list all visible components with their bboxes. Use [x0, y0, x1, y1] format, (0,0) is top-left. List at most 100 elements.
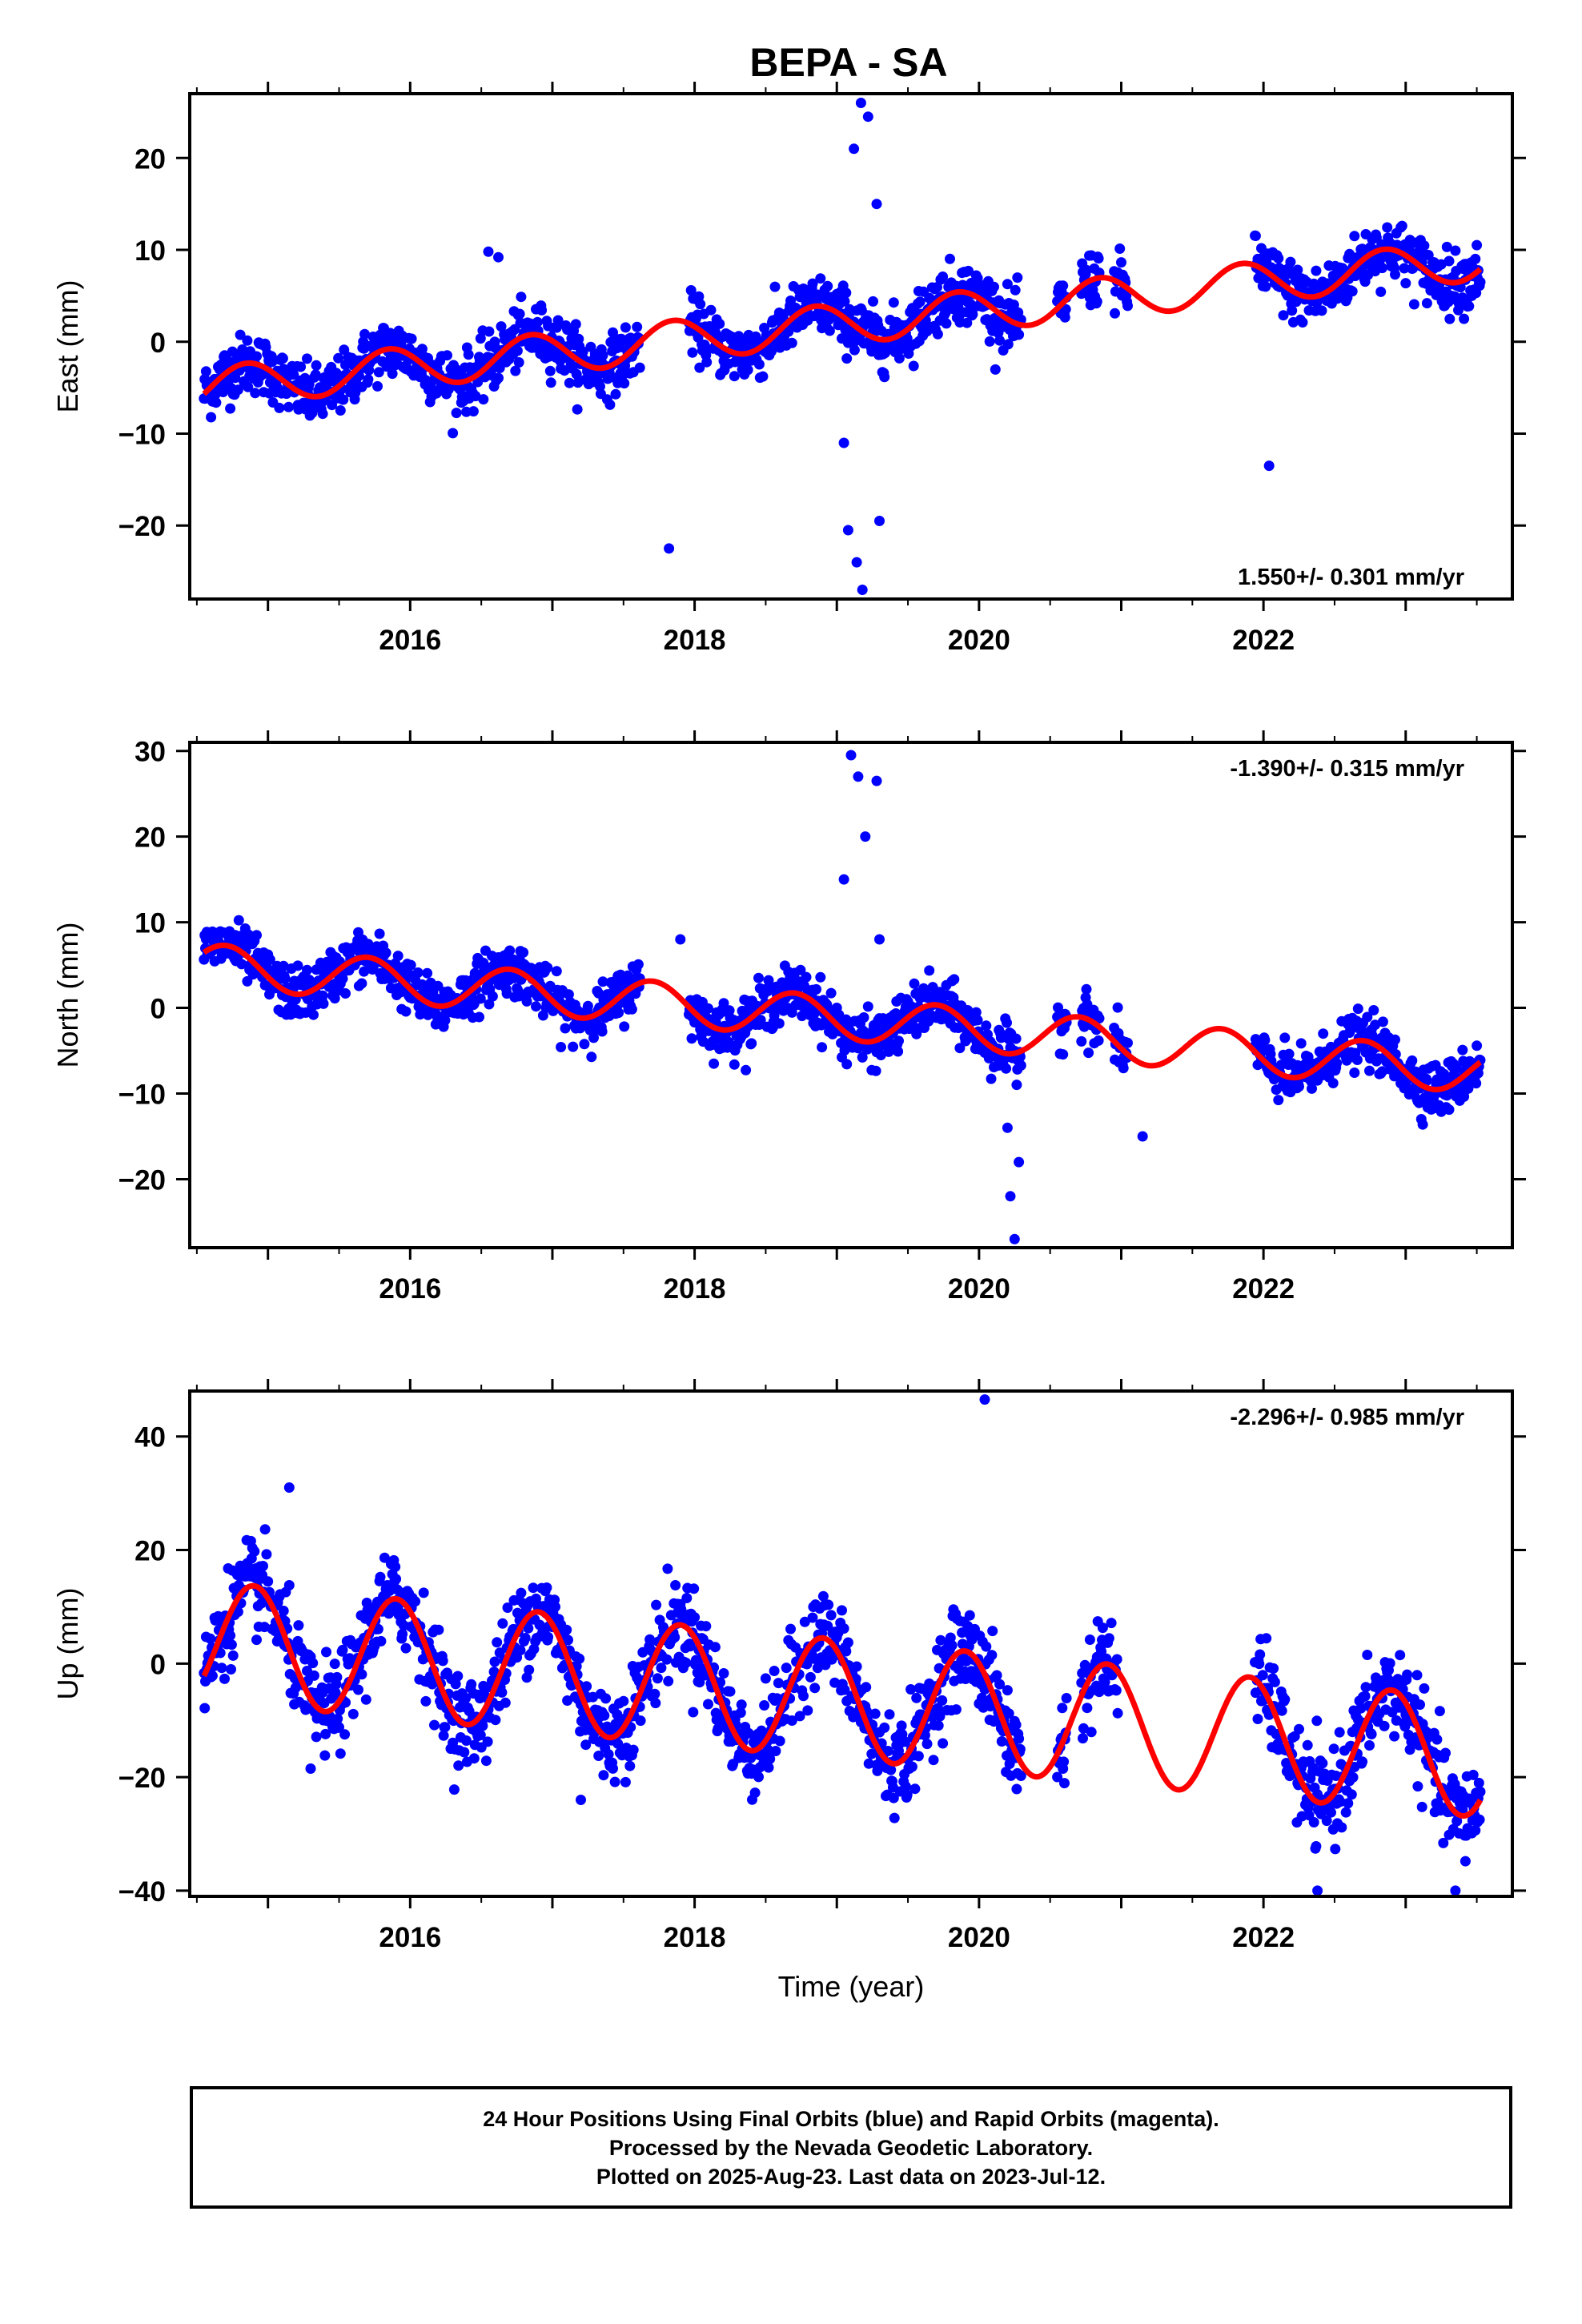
y-tick-label: 0: [151, 1649, 166, 1680]
data-point: [242, 335, 253, 346]
data-point: [477, 1720, 488, 1731]
data-point: [1086, 1727, 1097, 1738]
data-point: [946, 1640, 958, 1651]
data-point: [468, 406, 479, 417]
data-point: [807, 1612, 818, 1623]
data-point: [686, 1033, 697, 1044]
data-point: [1078, 1733, 1088, 1744]
data-point: [483, 246, 494, 257]
data-point: [387, 368, 398, 380]
data-point: [1084, 1634, 1095, 1645]
data-point: [1450, 245, 1461, 256]
data-point: [1340, 1807, 1351, 1818]
data-point: [990, 364, 1001, 375]
data-point: [487, 991, 498, 1002]
data-point: [858, 1012, 869, 1023]
data-point: [985, 1701, 996, 1712]
data-point: [701, 1621, 712, 1632]
x-tick-label: 2016: [379, 625, 441, 656]
data-point: [372, 1623, 383, 1634]
data-point: [1472, 1040, 1483, 1051]
data-point: [356, 1669, 367, 1680]
data-point: [863, 1758, 874, 1769]
data-point: [496, 321, 507, 332]
data-point: [1330, 1844, 1341, 1855]
data-point: [1057, 1703, 1068, 1714]
data-point: [769, 281, 781, 292]
data-point: [1321, 1815, 1332, 1827]
data-point: [448, 1784, 460, 1795]
data-point: [448, 428, 459, 439]
east-y-axis-label: East (mm): [51, 280, 84, 413]
east-plot-area: [199, 98, 1486, 595]
data-point: [619, 378, 630, 389]
data-point: [1058, 1756, 1070, 1767]
data-point: [205, 1633, 216, 1644]
data-point: [1475, 1786, 1486, 1797]
data-point: [785, 1623, 796, 1634]
data-point: [1076, 1035, 1087, 1047]
data-point: [1010, 1719, 1022, 1731]
data-point: [242, 975, 253, 987]
north-model-line: [202, 943, 1482, 1092]
data-point: [675, 934, 686, 945]
data-point: [442, 350, 452, 361]
data-point: [375, 1571, 386, 1582]
data-point: [770, 1746, 781, 1756]
data-point: [1417, 1119, 1428, 1130]
data-point: [741, 1064, 752, 1076]
data-point: [1459, 313, 1470, 324]
data-point: [781, 1663, 792, 1674]
up-model-line: [201, 1582, 1484, 1819]
data-point: [927, 1711, 938, 1722]
data-point: [909, 978, 920, 989]
data-point: [331, 368, 342, 379]
data-point: [1349, 1068, 1360, 1078]
east-rate-label: 1.550+/- 0.301 mm/yr: [1238, 565, 1464, 590]
data-point: [470, 391, 481, 402]
data-point: [510, 365, 521, 376]
data-point: [872, 1765, 883, 1776]
data-point: [311, 360, 322, 371]
data-point: [807, 278, 818, 289]
data-point: [531, 1001, 541, 1012]
data-point: [620, 1776, 631, 1787]
data-point: [976, 1692, 987, 1703]
data-point: [1058, 1049, 1069, 1060]
data-point: [795, 964, 806, 975]
data-point: [874, 516, 885, 526]
data-point: [305, 1763, 316, 1774]
data-point: [861, 1682, 872, 1693]
data-point: [888, 1792, 899, 1803]
data-point: [1311, 265, 1322, 276]
footer-box: 24 Hour Positions Using Final Orbits (bl…: [190, 2086, 1512, 2209]
data-point: [759, 1700, 770, 1711]
data-point: [1137, 1131, 1148, 1142]
data-point: [374, 928, 385, 939]
data-point: [1346, 1789, 1357, 1800]
data-point: [1294, 1723, 1304, 1735]
data-point: [1279, 1694, 1291, 1705]
data-point: [337, 1644, 348, 1655]
x-tick-label: 2018: [664, 1273, 726, 1305]
data-point: [363, 374, 374, 385]
data-point: [492, 1637, 503, 1648]
data-point: [703, 1003, 713, 1014]
data-point: [1094, 1013, 1105, 1024]
data-point: [528, 1643, 540, 1655]
data-point: [489, 1656, 500, 1667]
data-point: [932, 328, 943, 340]
data-point: [556, 1042, 567, 1052]
data-point: [497, 1618, 508, 1629]
footer-line-2: Processed by the Nevada Geodetic Laborat…: [608, 2135, 1094, 2160]
data-point: [945, 1632, 956, 1643]
data-point: [1263, 460, 1275, 472]
data-point: [609, 1776, 620, 1787]
data-point: [568, 1041, 579, 1052]
data-point: [475, 1730, 486, 1741]
data-point: [251, 930, 262, 941]
data-point: [870, 1065, 881, 1076]
y-tick-label: 20: [135, 822, 166, 854]
data-point: [688, 1707, 699, 1718]
data-point: [1335, 1796, 1346, 1807]
